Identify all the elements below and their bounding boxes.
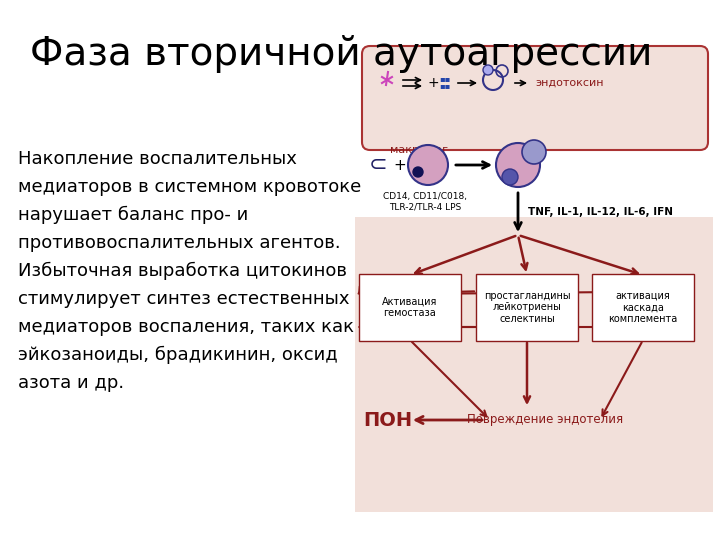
Text: TNF, IL-1, IL-12, IL-6, IFN: TNF, IL-1, IL-12, IL-6, IFN: [528, 207, 673, 217]
FancyBboxPatch shape: [592, 274, 694, 341]
Text: ⊂: ⊂: [369, 155, 387, 175]
Text: +: +: [394, 158, 406, 172]
Text: ▪▪: ▪▪: [439, 75, 451, 84]
Text: простагландины
лейкотриены
селектины: простагландины лейкотриены селектины: [484, 291, 570, 324]
FancyBboxPatch shape: [476, 274, 578, 341]
Text: +: +: [427, 76, 438, 90]
Text: ПОН: ПОН: [364, 410, 413, 429]
Text: CD14, CD11/C018,
TLR-2/TLR-4 LPS: CD14, CD11/C018, TLR-2/TLR-4 LPS: [383, 192, 467, 211]
Text: эндотоксин: эндотоксин: [535, 78, 603, 88]
Circle shape: [408, 145, 448, 185]
Circle shape: [522, 140, 546, 164]
Text: активация
каскада
комплемента: активация каскада комплемента: [608, 291, 678, 324]
Circle shape: [502, 169, 518, 185]
Text: РДССв: РДССв: [360, 288, 402, 301]
Text: ДВС: ДВС: [360, 321, 387, 334]
Circle shape: [413, 167, 423, 177]
Text: Накопление воспалительных
медиаторов в системном кровотоке
нарушает баланс про- : Накопление воспалительных медиаторов в с…: [18, 150, 361, 392]
Text: Активация
гемостаза: Активация гемостаза: [382, 296, 438, 318]
FancyBboxPatch shape: [359, 274, 461, 341]
Text: макрофаг: макрофаг: [390, 145, 448, 155]
FancyBboxPatch shape: [355, 217, 713, 512]
Text: ▪▪: ▪▪: [439, 82, 451, 91]
Circle shape: [483, 65, 493, 75]
Text: Фаза вторичной аутоагрессии: Фаза вторичной аутоагрессии: [30, 35, 652, 73]
Text: Повреждение эндотелия: Повреждение эндотелия: [467, 414, 623, 427]
FancyBboxPatch shape: [362, 46, 708, 150]
Circle shape: [496, 143, 540, 187]
